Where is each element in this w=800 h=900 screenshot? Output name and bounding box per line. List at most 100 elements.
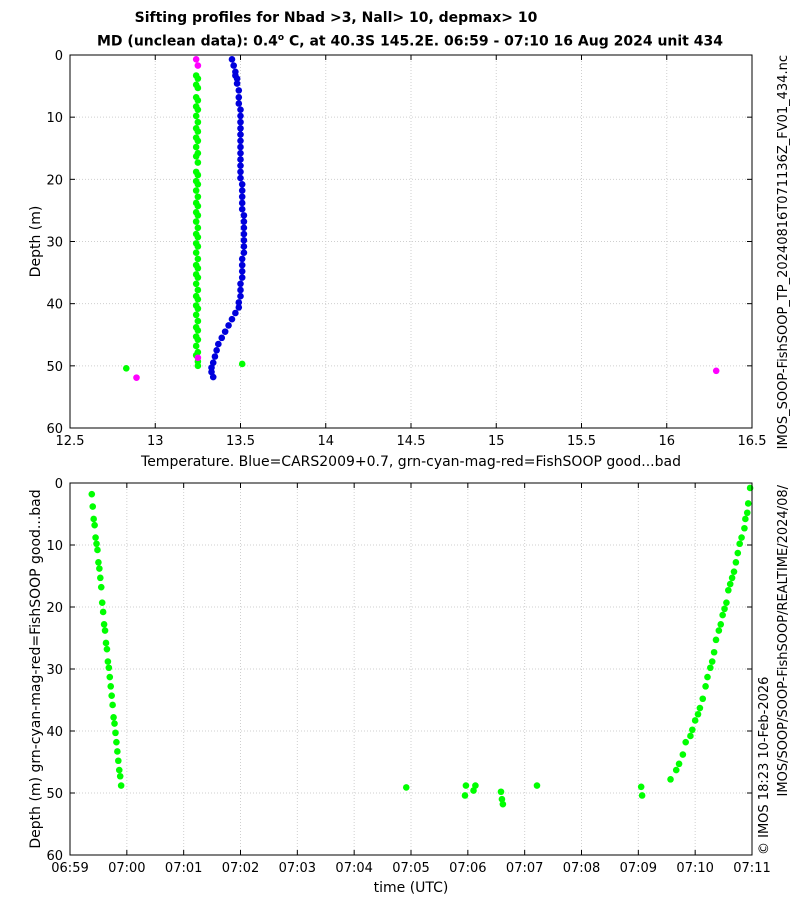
- time-point-good: [115, 766, 123, 774]
- temp-point-good: [238, 360, 246, 368]
- temp-point-good: [192, 153, 200, 160]
- temp-point-good: [194, 362, 202, 370]
- time-point-good: [117, 782, 125, 789]
- temp-point-cars2009-0-7: [235, 100, 243, 107]
- filename-side-text: IMOS_SOOP-FishSOOP_TP_20240816T071136Z_F…: [776, 55, 791, 449]
- temp-point-good: [192, 280, 200, 288]
- time-point-good: [472, 782, 479, 789]
- time-point-good: [499, 800, 507, 808]
- title-line-2-end: C, at 40.3S 145.2E. 06:59 - 07:10 16 Aug…: [284, 33, 723, 50]
- time-y-tick-label: 50: [46, 787, 63, 802]
- temp-point-cars2009-0-7: [237, 131, 244, 138]
- temp-point-cars2009-0-7: [230, 62, 237, 69]
- temp-point-cars2009-0-7: [237, 156, 244, 163]
- time-point-good: [725, 586, 732, 594]
- temp-point-bad: [192, 56, 200, 63]
- temp-point-good: [192, 249, 200, 256]
- degree-superscript: o: [277, 33, 285, 43]
- time-y-axis-label: Depth (m) grn-cyan-mag-red=FishSOOP good…: [28, 489, 44, 848]
- temp-point-good: [194, 106, 202, 114]
- temp-y-tick-label: 20: [46, 173, 63, 188]
- time-y-tick-label: 10: [46, 539, 63, 554]
- time-point-good: [712, 636, 720, 644]
- temp-point-cars2009-0-7: [237, 106, 244, 114]
- temp-point-cars2009-0-7: [238, 205, 246, 213]
- temp-point-good: [194, 137, 202, 145]
- time-point-good: [498, 795, 506, 803]
- temp-point-good: [194, 193, 202, 201]
- time-plot-frame: [69, 482, 753, 856]
- time-point-good: [98, 599, 106, 606]
- title-line-2-start: MD (unclean data): 0.4: [97, 33, 278, 50]
- temp-point-cars2009-0-7: [237, 286, 244, 294]
- temp-point-good: [194, 296, 202, 303]
- temp-x-tick-label: 16.5: [738, 434, 767, 449]
- temp-point-cars2009-0-7: [232, 309, 239, 317]
- temp-point-cars2009-0-7: [235, 87, 243, 94]
- temperature-depth-plot: 12.5 13 13.5 14 14.5 15 15.5 16 16.5 0 10 20 30 40 50 6…: [28, 49, 766, 470]
- temp-point-good: [194, 336, 202, 344]
- time-x-tick-label: 07:07: [506, 861, 543, 876]
- time-point-good: [672, 766, 680, 774]
- time-point-good: [105, 664, 113, 672]
- temp-point-good: [192, 187, 200, 194]
- temp-point-good: [194, 317, 202, 325]
- temp-x-tick-label: 12.5: [56, 434, 85, 449]
- time-point-good: [679, 751, 687, 758]
- temp-y-tick-label: 60: [46, 422, 63, 437]
- temp-point-cars2009-0-7: [211, 353, 219, 360]
- time-point-good: [497, 788, 505, 796]
- time-x-tick-label: 07:06: [449, 861, 486, 876]
- time-point-good: [734, 549, 742, 557]
- temp-point-good: [192, 218, 200, 225]
- time-point-good: [741, 524, 748, 532]
- time-y-tick-label: 0: [55, 477, 63, 492]
- temp-x-tick-label: 14.5: [397, 434, 426, 449]
- time-point-good: [113, 738, 120, 746]
- temp-x-tick-label: 14: [317, 434, 334, 449]
- time-point-good: [702, 683, 709, 690]
- time-point-good: [97, 574, 104, 582]
- time-point-good: [402, 784, 410, 791]
- time-point-good: [104, 658, 112, 665]
- temp-point-cars2009-0-7: [237, 174, 244, 182]
- time-point-good: [717, 621, 725, 628]
- chart-title-line-2: MD (unclean data): 0.4o C, at 40.3S 145.…: [10, 33, 800, 50]
- temp-x-tick-label: 13.5: [226, 434, 255, 449]
- temp-point-cars2009-0-7: [240, 218, 248, 225]
- temp-point-cars2009-0-7: [215, 340, 222, 348]
- temp-point-cars2009-0-7: [228, 56, 236, 63]
- temp-x-tick-label: 16: [658, 434, 675, 449]
- time-point-good: [696, 704, 704, 712]
- time-point-good: [103, 645, 111, 653]
- time-point-good: [728, 574, 736, 582]
- time-point-good: [108, 692, 115, 699]
- temp-point-cars2009-0-7: [238, 261, 246, 269]
- temp-point-good: [194, 224, 202, 232]
- time-point-good: [100, 621, 108, 628]
- temp-point-bad: [194, 62, 202, 69]
- temp-point-cars2009-0-7: [208, 368, 215, 376]
- time-point-good: [707, 664, 714, 672]
- temp-point-cars2009-0-7: [225, 322, 232, 329]
- temp-point-good: [194, 327, 202, 334]
- chart-title-line-1: Sifting profiles for Nbad >3, Nall> 10, …: [134, 10, 538, 26]
- time-y-tick-label: 30: [46, 663, 63, 678]
- time-point-good: [719, 611, 726, 619]
- time-point-good: [689, 726, 696, 734]
- time-y-tick-label: 40: [46, 725, 63, 740]
- temp-point-cars2009-0-7: [240, 236, 248, 244]
- temp-point-good: [194, 264, 202, 272]
- credit-side-text: © IMOS 18:23 10-Feb-2026: [757, 677, 772, 855]
- temp-point-cars2009-0-7: [237, 143, 244, 151]
- temp-x-tick-label: 15: [488, 434, 505, 449]
- temp-point-good: [192, 311, 200, 319]
- temp-point-cars2009-0-7: [238, 187, 246, 194]
- time-point-good: [715, 627, 723, 634]
- temp-point-good: [194, 171, 202, 179]
- time-x-tick-label: 07:02: [222, 861, 259, 876]
- time-point-good: [736, 540, 743, 548]
- temp-point-cars2009-0-7: [218, 334, 226, 342]
- time-point-good: [730, 568, 738, 575]
